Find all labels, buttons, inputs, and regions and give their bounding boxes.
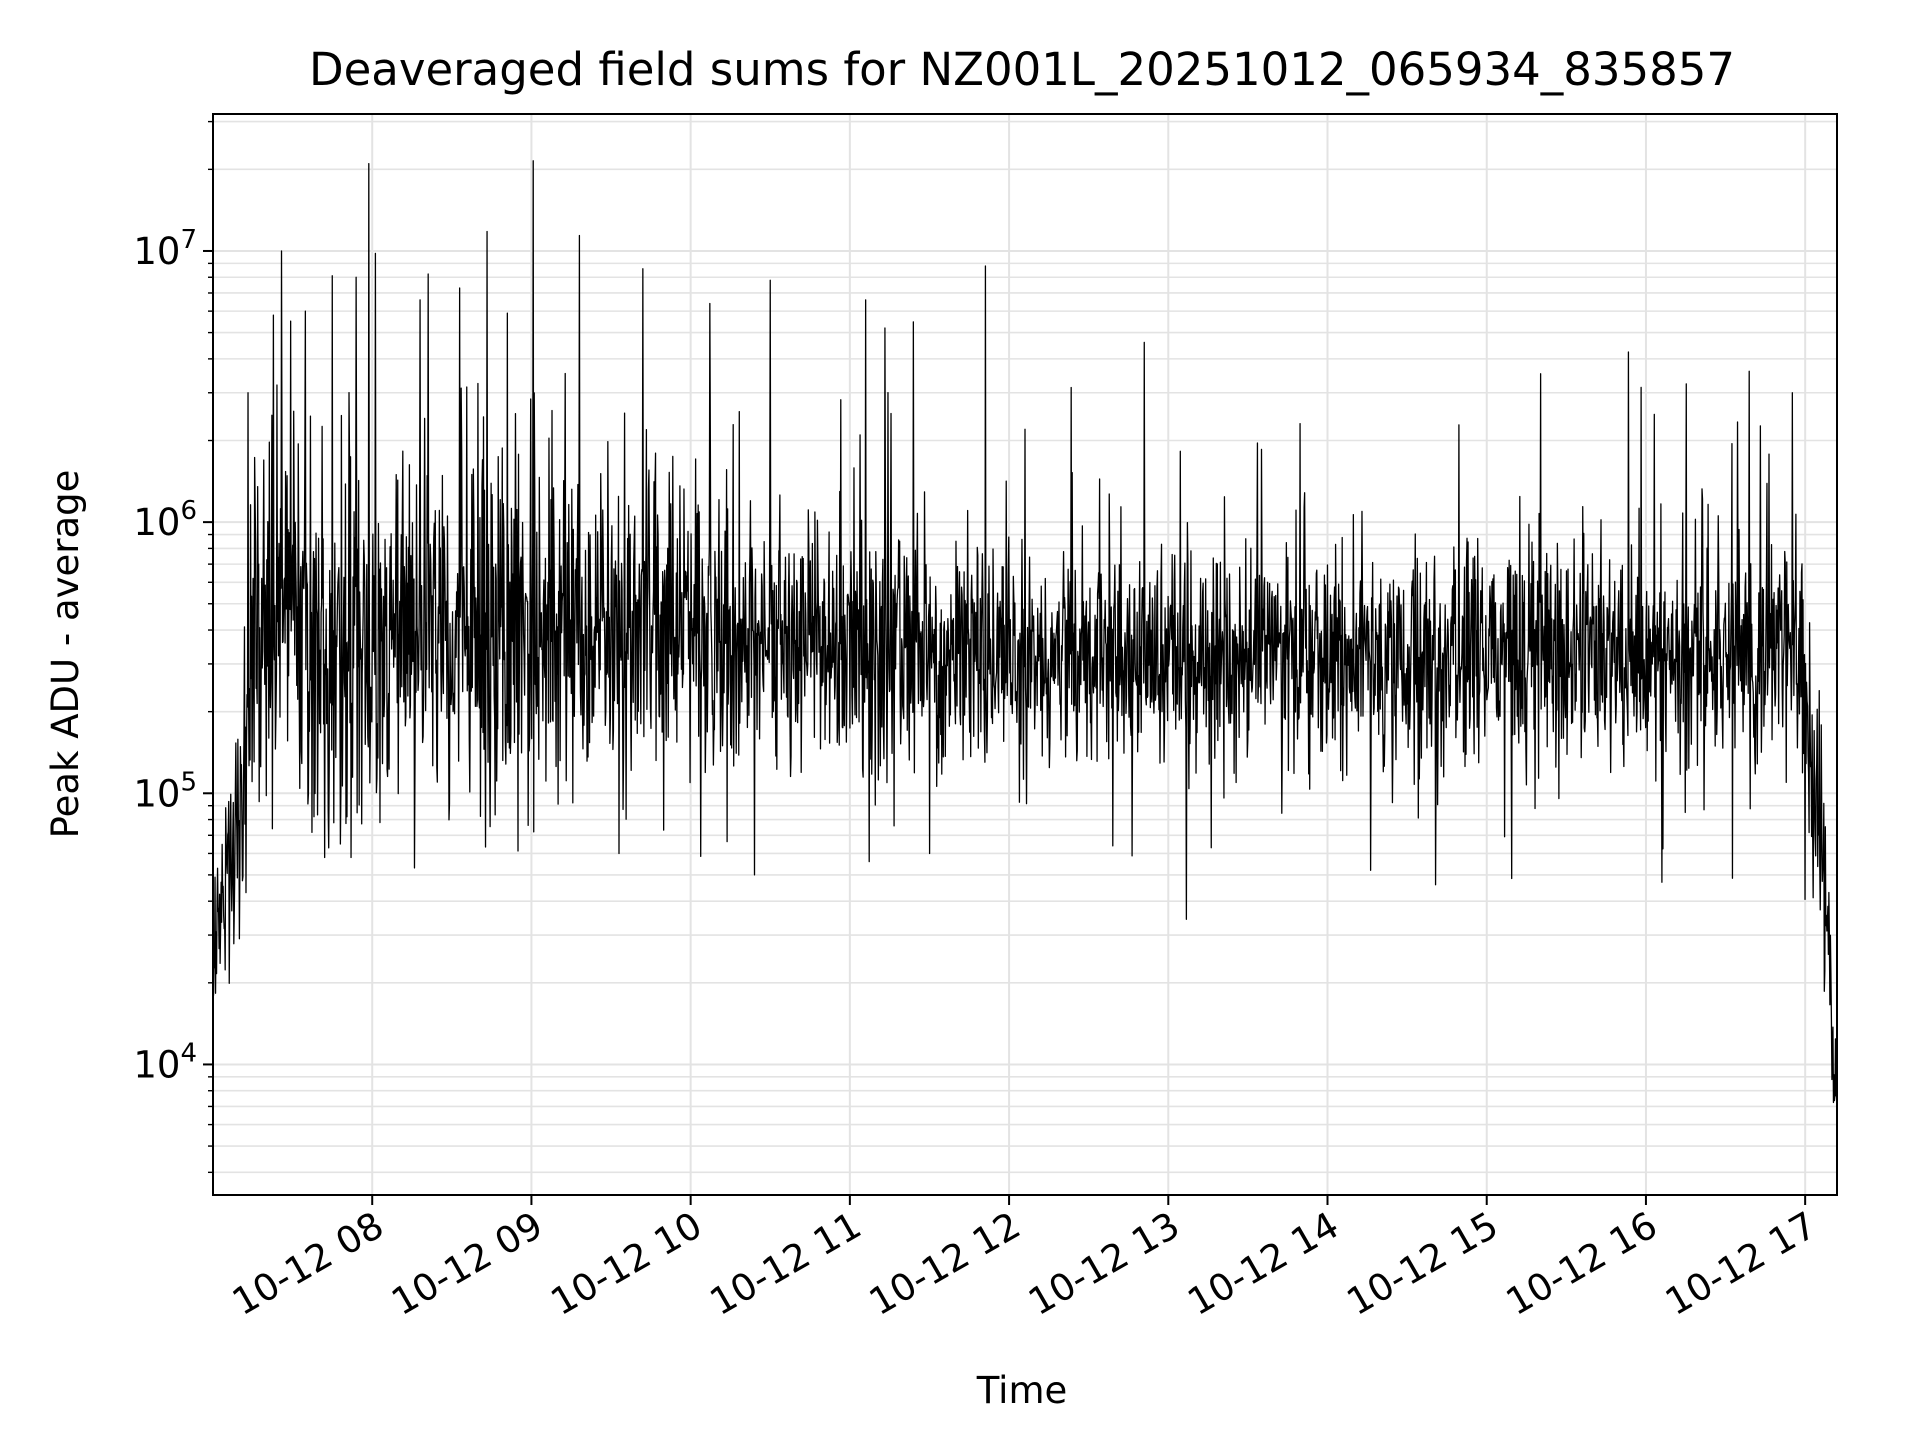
x-axis-label: Time xyxy=(976,1369,1068,1412)
y-axis-ticks: 104 105 106 107 xyxy=(133,120,213,1174)
y-axis-label: Peak ADU - average xyxy=(44,470,87,839)
y-tick-label: 104 xyxy=(133,1038,197,1086)
series-line-peak-adu xyxy=(212,160,1838,1104)
y-tick-label: 105 xyxy=(133,767,197,815)
plot-area-frame xyxy=(212,113,1838,1196)
data-series-layer xyxy=(212,160,1838,1104)
y-tick-label: 107 xyxy=(133,225,197,273)
y-tick-label: 106 xyxy=(133,496,197,544)
chart-title: Deaveraged field sums for NZ001L_2025101… xyxy=(309,43,1735,96)
